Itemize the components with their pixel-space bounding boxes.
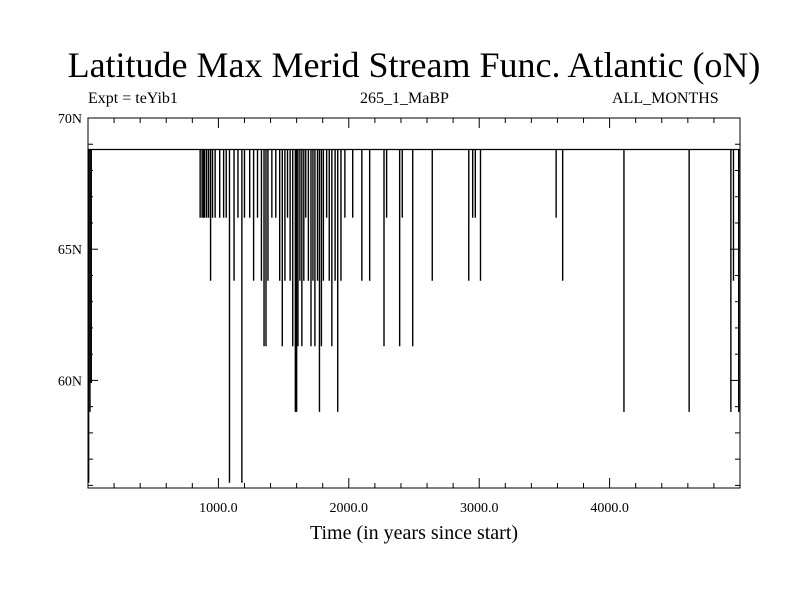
- x-axis-label: Time (in years since start): [309, 522, 519, 544]
- y-tick-label: 60N: [58, 374, 82, 389]
- months-label: ALL_MONTHS: [612, 90, 719, 107]
- experiment-label: Expt = teYib1: [88, 90, 178, 107]
- data-series: [87, 148, 740, 483]
- y-tick-label: 65N: [58, 243, 82, 258]
- y-tick-label: 70N: [58, 112, 82, 127]
- axis-ticks: 1000.0 2000.0 3000.0 4000.0 60N 65N 70N: [58, 112, 740, 516]
- x-tick-label: 3000.0: [460, 501, 499, 516]
- chart-title: Latitude Max Merid Stream Func. Atlantic…: [67, 45, 761, 85]
- x-tick-label: 2000.0: [330, 501, 369, 516]
- x-tick-label: 1000.0: [199, 501, 238, 516]
- run-label: 265_1_MaBP: [360, 90, 449, 107]
- x-tick-label: 4000.0: [590, 501, 629, 516]
- plot-frame: [87, 117, 741, 489]
